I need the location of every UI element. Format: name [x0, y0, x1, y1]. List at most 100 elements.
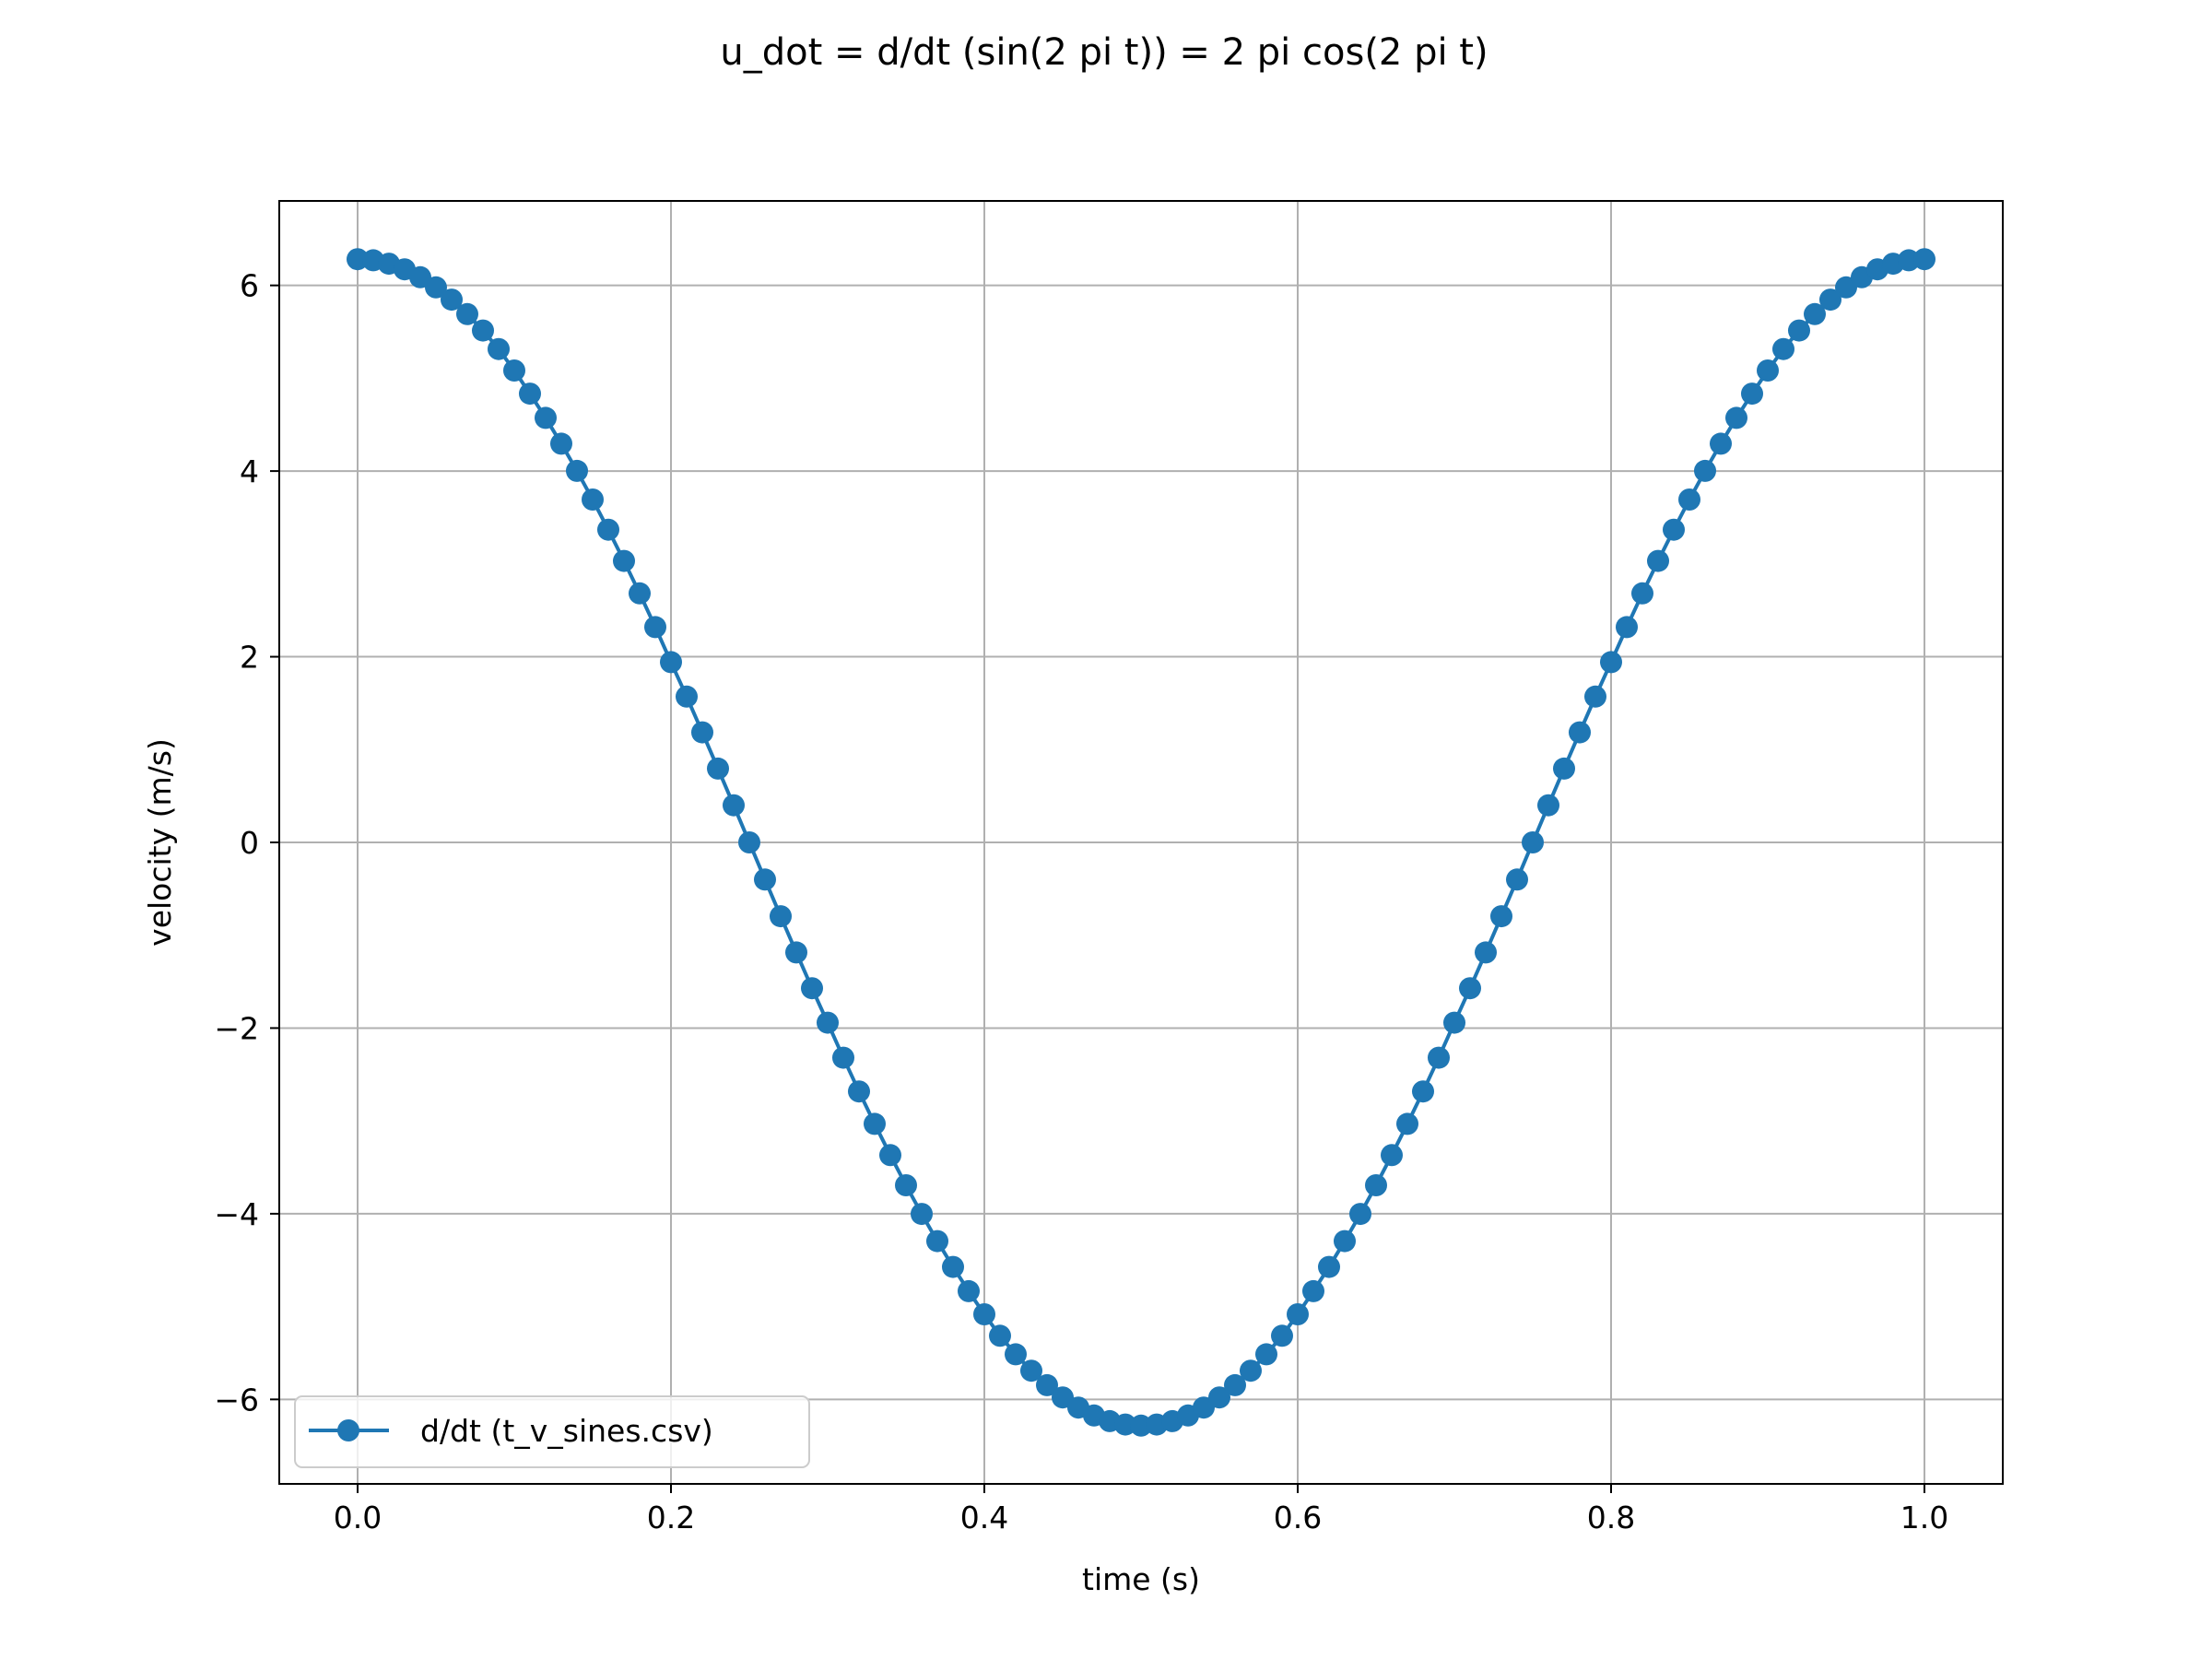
data-point	[1913, 248, 1936, 271]
data-point	[1302, 1279, 1324, 1302]
data-point	[1130, 1414, 1152, 1437]
data-point	[347, 248, 369, 271]
data-point	[1522, 831, 1544, 853]
data-point	[707, 757, 729, 780]
data-point	[1334, 1230, 1356, 1253]
data-point	[1553, 757, 1575, 780]
data-point	[1114, 1413, 1136, 1436]
data-point	[1710, 432, 1732, 455]
data-point	[1772, 337, 1794, 360]
x-tick-label: 0.0	[334, 1500, 382, 1535]
y-tick-label: 0	[240, 825, 259, 861]
data-point	[676, 685, 698, 708]
data-point	[1412, 1080, 1434, 1103]
legend-marker-swatch	[337, 1419, 359, 1441]
data-point	[1318, 1255, 1340, 1278]
data-point	[817, 1011, 839, 1034]
data-point	[1819, 288, 1841, 312]
x-tick-label: 0.4	[960, 1500, 1008, 1535]
y-tick-label: −4	[214, 1196, 259, 1232]
data-point	[942, 1255, 964, 1278]
data-point	[1569, 721, 1591, 744]
y-tick-label: −2	[214, 1010, 259, 1046]
data-point	[1271, 1324, 1293, 1347]
data-point	[1475, 941, 1497, 964]
data-point	[644, 616, 666, 639]
x-tick-label: 0.8	[1587, 1500, 1635, 1535]
data-point	[472, 319, 494, 342]
data-point	[456, 302, 478, 325]
y-tick-label: 4	[240, 453, 259, 489]
data-point	[1663, 518, 1685, 541]
data-point	[1788, 319, 1810, 342]
data-point	[1193, 1396, 1215, 1419]
data-point	[1600, 651, 1622, 674]
chart-title: u_dot = d/dt (sin(2 pi t)) = 2 pi cos(2 …	[720, 31, 1488, 74]
data-point	[1443, 1011, 1465, 1034]
data-point	[754, 868, 776, 891]
data-point	[1287, 1303, 1309, 1325]
data-point	[1208, 1386, 1230, 1409]
data-point	[582, 488, 604, 511]
y-tick-label: −6	[214, 1382, 259, 1418]
x-axis-title: time (s)	[1082, 1561, 1200, 1597]
data-point	[425, 276, 447, 299]
legend-label: d/dt (t_v_sines.csv)	[420, 1413, 713, 1449]
data-point	[1036, 1373, 1058, 1396]
y-tick-label: 2	[240, 640, 259, 676]
data-point	[958, 1279, 980, 1302]
data-point	[1506, 868, 1528, 891]
x-tick-label: 0.2	[647, 1500, 695, 1535]
data-point	[1725, 406, 1747, 429]
data-point	[848, 1080, 870, 1103]
data-point	[1647, 549, 1669, 572]
data-point	[770, 905, 792, 928]
data-point	[1898, 249, 1920, 272]
data-point	[895, 1174, 917, 1196]
data-point	[519, 382, 541, 406]
data-point	[660, 651, 682, 674]
data-point	[1365, 1174, 1387, 1196]
data-point	[1020, 1359, 1042, 1382]
data-point	[597, 518, 619, 541]
data-point	[738, 831, 760, 853]
data-point	[911, 1203, 933, 1226]
data-point	[535, 406, 557, 429]
data-point	[409, 265, 431, 288]
data-point	[1255, 1343, 1277, 1366]
data-point	[1616, 616, 1638, 639]
data-point	[989, 1324, 1011, 1347]
data-point	[1396, 1112, 1418, 1135]
data-point	[566, 459, 588, 482]
data-point	[926, 1230, 948, 1253]
data-point	[488, 337, 510, 360]
y-tick-label: 6	[240, 268, 259, 304]
data-point	[1804, 302, 1826, 325]
data-point	[613, 549, 635, 572]
data-point	[1537, 794, 1559, 817]
data-point	[832, 1046, 854, 1069]
data-point	[723, 794, 745, 817]
data-point	[1224, 1373, 1246, 1396]
data-point	[973, 1303, 995, 1325]
data-point	[550, 432, 572, 455]
data-point	[801, 977, 823, 1000]
y-axis: −6 −4 −2 0 2 4 6	[214, 268, 279, 1418]
data-point	[1052, 1386, 1074, 1409]
data-point	[1428, 1046, 1450, 1069]
data-point	[864, 1112, 886, 1135]
series-layer	[347, 248, 1936, 1437]
data-point	[785, 941, 807, 964]
data-point	[1349, 1203, 1371, 1226]
x-tick-label: 0.6	[1274, 1500, 1322, 1535]
y-axis-title: velocity (m/s)	[142, 738, 178, 947]
data-point	[1741, 382, 1763, 406]
data-point	[629, 582, 651, 605]
x-tick-label: 1.0	[1900, 1500, 1948, 1535]
data-point	[1459, 977, 1481, 1000]
x-axis: 0.0 0.2 0.4 0.6 0.8 1.0	[334, 1484, 1948, 1535]
data-point	[503, 359, 525, 382]
data-point	[1757, 359, 1779, 382]
